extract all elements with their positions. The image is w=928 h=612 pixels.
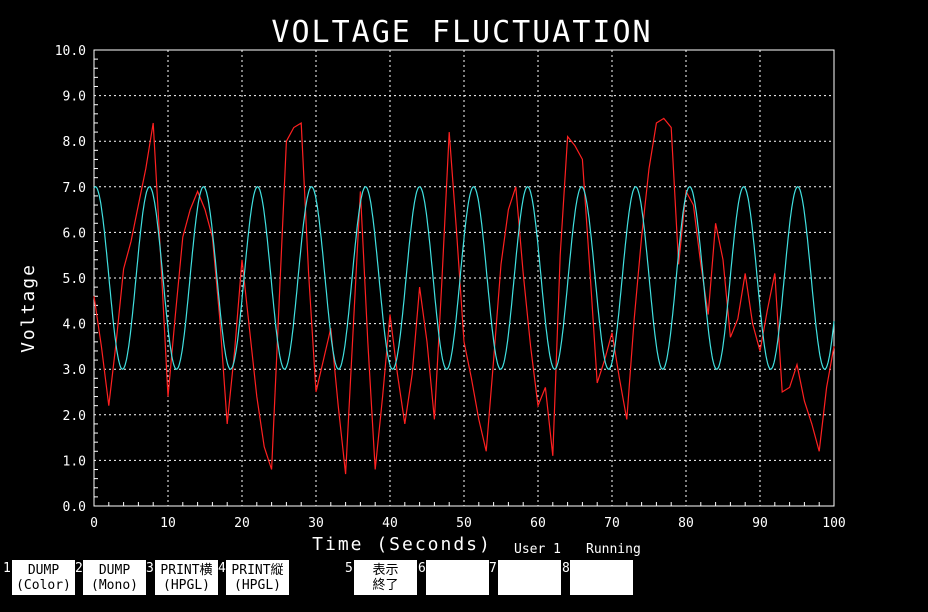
function-key-bar: 1 DUMP (Color) 2 DUMP (Mono) 3 PRINT横 (H… (0, 558, 928, 612)
y-tick-label: 4.0 (63, 318, 86, 333)
y-axis-label: Voltage (18, 263, 39, 353)
x-tick-label: 80 (678, 516, 694, 531)
fkey-print-portrait-button[interactable]: PRINT縦 (HPGL) (226, 560, 289, 595)
plot-frame (93, 49, 835, 507)
status-user: User 1 (514, 542, 561, 557)
fkey-7-button[interactable] (498, 560, 561, 595)
fkey-dump-mono-button[interactable]: DUMP (Mono) (83, 560, 146, 595)
fkey-print-landscape-button[interactable]: PRINT横 (HPGL) (155, 560, 218, 595)
y-tick-label: 6.0 (63, 226, 86, 241)
status-state: Running (586, 542, 641, 557)
x-tick-label: 100 (822, 516, 845, 531)
fkey-2-line2: (Mono) (91, 577, 138, 593)
series-noisy-line (93, 117, 835, 475)
x-tick-label: 60 (530, 516, 546, 531)
grid (94, 50, 834, 506)
fkey-1-line2: (Color) (16, 577, 71, 593)
x-tick-label: 10 (160, 516, 176, 531)
fkey-5-number: 5 (345, 561, 353, 576)
fkey-3-number: 3 (146, 561, 154, 576)
fkey-4-line1: PRINT縦 (231, 562, 284, 578)
x-axis-label: Time (Seconds) (312, 534, 492, 555)
series (93, 117, 835, 475)
y-tick-label: 10.0 (55, 44, 86, 59)
x-tick-label: 30 (308, 516, 324, 531)
y-tick-label: 3.0 (63, 363, 86, 378)
fkey-5-line2: 終了 (372, 577, 399, 593)
y-tick-label: 5.0 (63, 272, 86, 287)
fkey-7-number: 7 (489, 561, 497, 576)
fkey-exit-display-button[interactable]: 表示 終了 (354, 560, 417, 595)
y-tick-label: 7.0 (63, 181, 86, 196)
fkey-dump-color-button[interactable]: DUMP (Color) (12, 560, 75, 595)
fkey-3-line1: PRINT横 (160, 562, 213, 578)
x-tick-label: 90 (752, 516, 768, 531)
x-tick-label: 0 (90, 516, 98, 531)
fkey-6-number: 6 (418, 561, 426, 576)
y-tick-label: 1.0 (63, 454, 86, 469)
series-sine-line (93, 186, 835, 370)
fkey-4-number: 4 (218, 561, 226, 576)
fkey-8-button[interactable] (570, 560, 633, 595)
fkey-1-number: 1 (3, 561, 11, 576)
y-tick-label: 9.0 (63, 90, 86, 105)
x-tick-label: 70 (604, 516, 620, 531)
axis-ticks: 0 10 20 30 40 50 60 70 80 90 100 0.0 1.0 2.0 3.0 4.0 5.0… (55, 44, 846, 531)
fkey-1-line1: DUMP (27, 562, 60, 578)
y-tick-label: 8.0 (63, 135, 86, 150)
chart-title: VOLTAGE FLUCTUATION (271, 15, 652, 50)
fkey-2-line1: DUMP (98, 562, 131, 578)
fkey-4-line2: (HPGL) (234, 577, 281, 593)
fkey-5-line1: 表示 (372, 562, 399, 578)
fkey-2-number: 2 (75, 561, 83, 576)
fkey-3-line2: (HPGL) (163, 577, 210, 593)
fkey-6-button[interactable] (426, 560, 489, 595)
x-tick-label: 50 (456, 516, 472, 531)
x-tick-label: 20 (234, 516, 250, 531)
fkey-8-number: 8 (562, 561, 570, 576)
x-tick-label: 40 (382, 516, 398, 531)
y-tick-label: 2.0 (63, 409, 86, 424)
y-tick-label: 0.0 (63, 500, 86, 515)
